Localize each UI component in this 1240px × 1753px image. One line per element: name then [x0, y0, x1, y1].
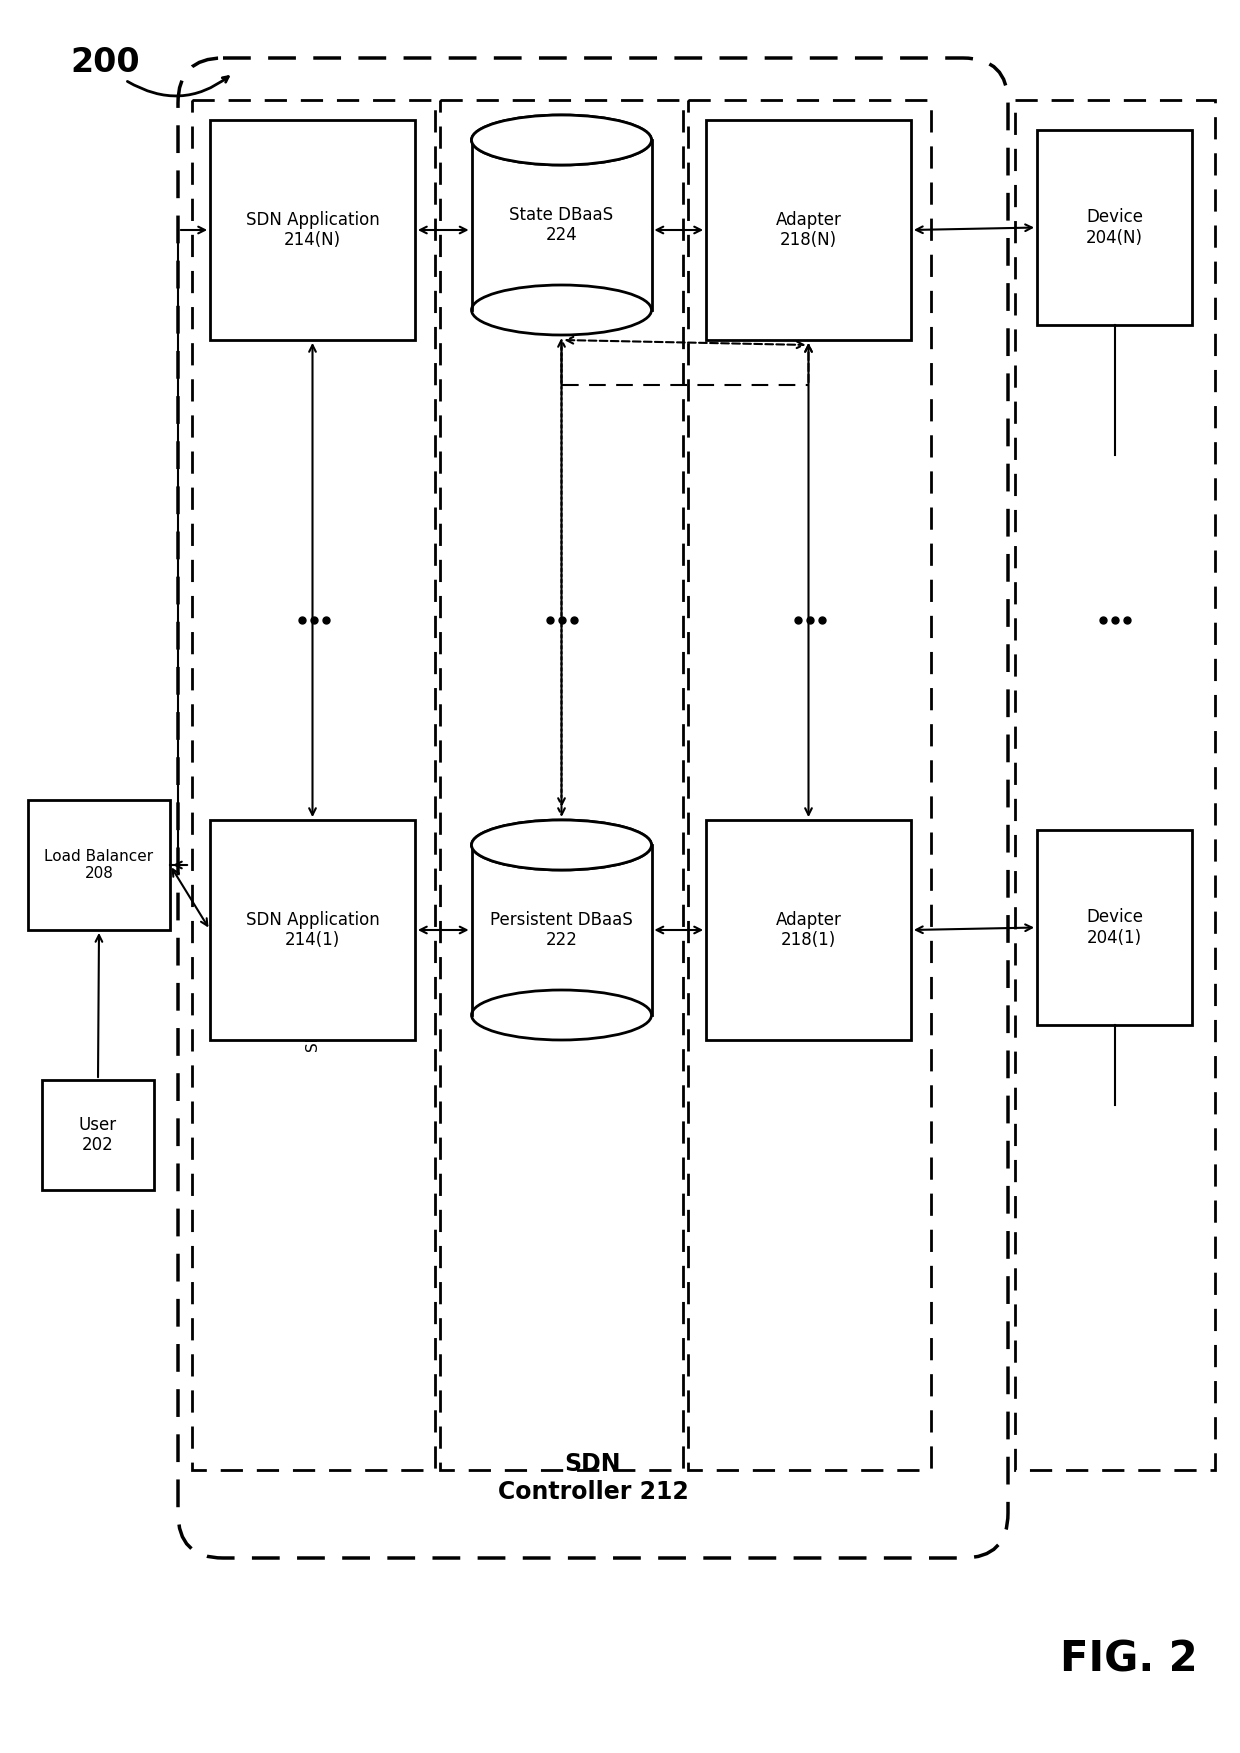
Bar [1037, 130, 1192, 324]
Text: FIG. 2: FIG. 2 [1060, 1639, 1198, 1681]
Bar [440, 100, 683, 1471]
Bar [210, 820, 415, 1040]
Text: SDN Application
214(1): SDN Application 214(1) [246, 910, 379, 950]
Bar [471, 845, 651, 990]
Text: SDN Application Layer 212: SDN Application Layer 212 [306, 847, 321, 1052]
Text: 200: 200 [71, 46, 140, 79]
Text: DBaaS Layer 206: DBaaS Layer 206 [554, 884, 569, 1015]
Bar [706, 820, 911, 1040]
Bar [706, 119, 911, 340]
Text: Adapter
218(N): Adapter 218(N) [775, 210, 842, 249]
Text: Device
204(1): Device 204(1) [1086, 908, 1143, 947]
Ellipse shape [471, 116, 651, 165]
Bar [42, 1080, 154, 1190]
Ellipse shape [471, 286, 651, 335]
Text: Adapter Layer 216: Adapter Layer 216 [802, 878, 817, 1020]
Bar [192, 100, 435, 1471]
Text: Data Plane 206: Data Plane 206 [1107, 891, 1122, 1008]
Ellipse shape [471, 116, 651, 165]
Bar [471, 140, 651, 310]
Text: Persistent DBaaS
222: Persistent DBaaS 222 [490, 910, 632, 950]
Text: Device
204(N): Device 204(N) [1086, 209, 1143, 247]
Bar [29, 799, 170, 931]
Ellipse shape [471, 820, 651, 869]
Text: SDN
Controller 212: SDN Controller 212 [497, 1451, 688, 1504]
Bar [471, 140, 651, 286]
Text: State DBaaS
224: State DBaaS 224 [510, 205, 614, 244]
Text: SDN Application
214(N): SDN Application 214(N) [246, 210, 379, 249]
Text: Load Balancer
208: Load Balancer 208 [45, 848, 154, 882]
Ellipse shape [471, 820, 651, 869]
Text: Adapter
218(1): Adapter 218(1) [775, 910, 842, 950]
Bar [1037, 829, 1192, 1026]
Bar [688, 100, 931, 1471]
Text: User
202: User 202 [79, 1115, 117, 1155]
FancyBboxPatch shape [179, 58, 1008, 1558]
Bar [210, 119, 415, 340]
Bar [1016, 100, 1215, 1471]
Bar [471, 845, 651, 1015]
Ellipse shape [471, 990, 651, 1040]
